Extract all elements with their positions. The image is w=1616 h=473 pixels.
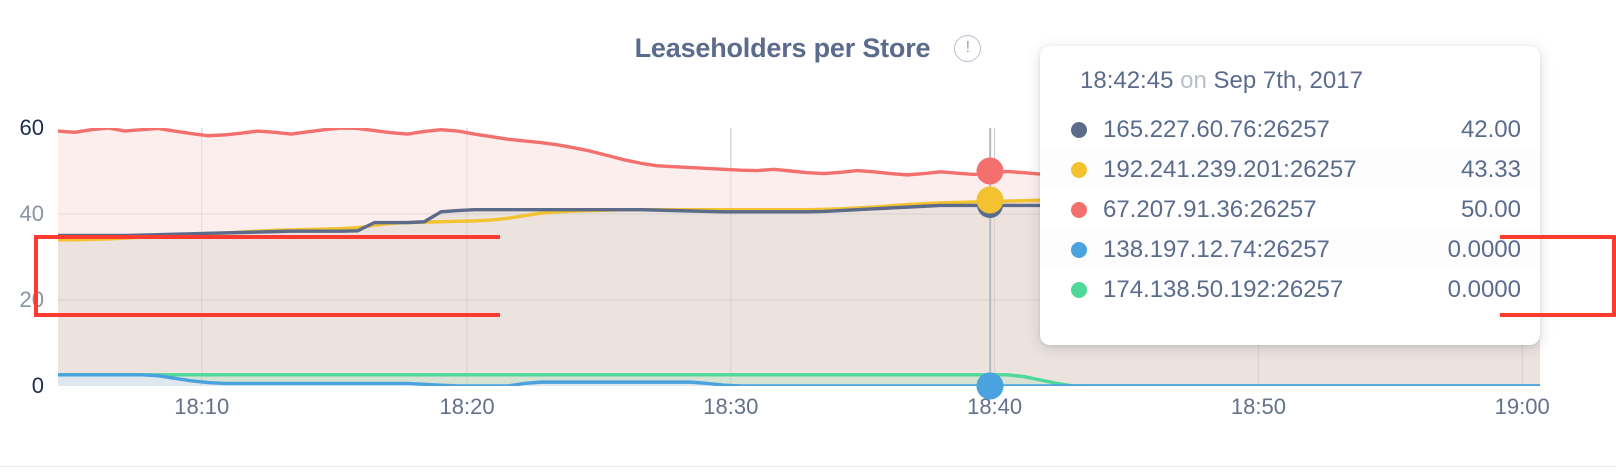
hover-point-marker [976,372,1004,400]
tooltip-time: 18:42:45 [1080,67,1174,94]
tooltip-series-label: 165.227.60.76:26257 [1103,116,1330,143]
y-tick-label: 0 [31,373,44,398]
tooltip-row: 165.227.60.76:26257 42.00 [1040,110,1540,150]
tooltip-on-word: on [1180,67,1207,94]
tooltip-timestamp: 18:42:45 on Sep 7th, 2017 [1080,67,1363,95]
series-color-dot [1071,202,1087,218]
tooltip-series-label: 138.197.12.74:26257 [1103,236,1330,263]
tooltip-series-value: 42.00 [1460,116,1521,143]
y-tick-label: 60 [19,115,44,140]
tooltip-series-label: 67.207.91.36:26257 [1103,196,1317,223]
tooltip-series-value: 43.33 [1460,156,1521,183]
page-title: Leaseholders per Store [634,32,931,63]
hover-tooltip: 18:42:45 on Sep 7th, 2017 165.227.60.76:… [1040,46,1540,345]
tooltip-series-label: 174.138.50.192:26257 [1103,276,1344,303]
hover-point-marker [976,186,1004,214]
x-tick-label: 18:30 [703,394,759,419]
tooltip-series-label: 192.241.239.201:26257 [1103,156,1357,183]
y-tick-label: 20 [19,287,44,312]
x-tick-label: 19:00 [1494,394,1550,419]
tooltip-series-value: 0.0000 [1447,276,1521,303]
tooltip-row: 67.207.91.36:26257 50.00 [1040,190,1540,230]
series-line [58,373,1540,386]
series-line [58,373,1540,386]
y-axis: 0 20 40 60 [0,0,44,473]
series-color-dot [1071,242,1087,258]
x-tick-label: 18:10 [174,394,230,419]
tooltip-row: 192.241.239.201:26257 43.33 [1040,150,1540,190]
tooltip-row: 174.138.50.192:26257 0.0000 [1040,270,1540,310]
tooltip-series-value: 50.00 [1460,196,1521,223]
tooltip-series-list: 165.227.60.76:26257 42.00 192.241.239.201:… [1040,110,1540,310]
exclamation-circle-icon[interactable]: ! [954,34,982,62]
series-color-dot [1071,162,1087,178]
tooltip-series-value: 0.0000 [1447,236,1521,263]
x-tick-label: 18:20 [439,394,495,419]
series-area [58,374,1540,386]
series-color-dot [1071,282,1087,298]
tooltip-row: 138.197.12.74:26257 0.0000 [1040,230,1540,270]
series-color-dot [1071,122,1087,138]
x-tick-label: 18:50 [1230,394,1286,419]
hover-point-marker [976,157,1004,185]
tooltip-date: Sep 7th, 2017 [1213,67,1363,94]
info-icon-glyph: ! [965,39,971,56]
y-tick-label: 40 [19,201,44,226]
panel-divider [0,466,1616,467]
